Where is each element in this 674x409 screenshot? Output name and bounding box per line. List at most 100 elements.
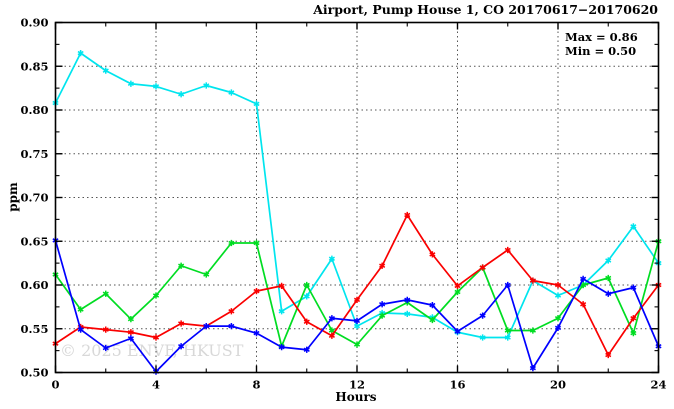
data-point-marker	[504, 327, 511, 334]
data-point-marker	[303, 346, 310, 353]
data-point-marker	[127, 329, 134, 336]
watermark: © 2025 ENVF, HKUST	[60, 341, 244, 360]
data-point-marker	[353, 323, 361, 330]
data-point-marker	[303, 318, 310, 325]
data-point-marker	[504, 281, 511, 289]
data-point-marker	[479, 334, 486, 341]
data-point-marker	[580, 301, 587, 308]
data-point-marker	[253, 100, 260, 107]
data-point-marker	[228, 323, 235, 330]
data-point-marker	[228, 308, 235, 315]
data-point-marker	[605, 257, 612, 264]
data-point-marker	[630, 284, 637, 291]
data-point-marker	[379, 312, 386, 319]
series-cyan	[52, 50, 662, 341]
data-point-marker	[152, 83, 160, 90]
data-point-marker	[203, 323, 210, 330]
data-point-marker	[529, 365, 536, 372]
data-point-marker	[504, 334, 511, 341]
data-point-marker	[353, 341, 361, 348]
data-point-marker	[429, 302, 436, 309]
data-point-marker	[529, 277, 536, 284]
y-tick-label: 0.65	[20, 234, 48, 248]
y-tick-label: 0.50	[20, 366, 48, 380]
data-point-marker	[328, 255, 335, 262]
data-point-marker	[554, 315, 562, 322]
data-point-marker	[580, 275, 587, 282]
x-tick-label: 24	[650, 378, 666, 392]
grid-lines	[55, 22, 659, 373]
x-tick-label: 8	[252, 378, 260, 392]
data-point-marker	[178, 343, 185, 350]
data-point-marker	[328, 315, 335, 322]
data-point-marker	[77, 50, 84, 57]
data-point-marker	[203, 82, 210, 89]
data-point-marker	[178, 262, 185, 269]
data-point-marker	[127, 80, 134, 87]
data-point-marker	[379, 262, 386, 269]
data-point-marker	[404, 310, 411, 317]
x-tick-label: 4	[152, 378, 160, 392]
data-point-marker	[152, 334, 160, 341]
data-point-marker	[203, 271, 210, 278]
y-tick-label: 0.60	[20, 278, 48, 292]
data-point-marker	[152, 292, 160, 299]
watermark-text: © 2025 ENVF, HKUST	[60, 341, 244, 360]
y-tick-label: 0.70	[20, 191, 48, 205]
data-point-marker	[178, 320, 185, 327]
data-point-marker	[353, 296, 361, 303]
x-tick-label: 16	[449, 378, 465, 392]
data-point-marker	[479, 312, 486, 319]
data-point-marker	[102, 67, 109, 74]
x-axis-title: Hours	[335, 390, 376, 404]
data-point-marker	[404, 296, 411, 303]
data-point-marker	[630, 223, 637, 230]
data-point-marker	[228, 89, 235, 96]
y-tick-label: 0.90	[20, 16, 48, 30]
data-point-marker	[102, 290, 109, 297]
data-point-marker	[278, 308, 285, 315]
data-point-marker	[404, 211, 411, 219]
data-point-marker	[303, 293, 310, 300]
y-tick-label: 0.85	[20, 59, 48, 73]
axis-labels: 0.50 0.55 0.60 0.65 0.70 0.75 0.80 0.85 0.90 0 4 8 1…	[20, 16, 666, 392]
y-axis-title: ppm	[6, 182, 20, 212]
data-point-marker	[605, 274, 612, 282]
data-point-marker	[605, 351, 612, 359]
data-point-marker	[278, 282, 285, 289]
data-point-marker	[77, 306, 84, 313]
data-point-marker	[127, 316, 134, 323]
data-point-marker	[253, 239, 260, 247]
data-point-marker	[504, 246, 511, 254]
data-point-marker	[554, 324, 562, 331]
series-green	[52, 238, 662, 350]
data-point-marker	[554, 292, 562, 299]
data-point-marker	[253, 330, 260, 337]
data-point-marker	[127, 335, 134, 342]
y-tick-label: 0.80	[20, 103, 48, 117]
data-point-marker	[253, 288, 260, 295]
data-point-marker	[379, 301, 386, 308]
data-point-marker	[278, 344, 285, 351]
data-point-marker	[605, 290, 612, 297]
x-tick-label: 12	[349, 378, 365, 392]
data-point-marker	[454, 288, 461, 296]
data-point-marker	[77, 326, 84, 333]
data-point-marker	[554, 281, 562, 289]
x-tick-label: 0	[51, 378, 59, 392]
max-annotation: Max = 0.86	[565, 30, 638, 44]
min-annotation: Min = 0.50	[565, 44, 636, 58]
page-title: Airport, Pump House 1, CO 20170617−20170…	[312, 2, 658, 17]
data-point-marker	[102, 344, 109, 352]
data-point-marker	[630, 330, 637, 337]
data-point-marker	[454, 282, 461, 289]
data-point-marker	[429, 316, 436, 324]
series-lines	[52, 50, 662, 375]
data-point-marker	[630, 315, 637, 322]
data-point-marker	[328, 327, 335, 334]
data-point-marker	[529, 327, 536, 334]
data-point-marker	[454, 328, 461, 335]
data-point-marker	[479, 264, 486, 271]
